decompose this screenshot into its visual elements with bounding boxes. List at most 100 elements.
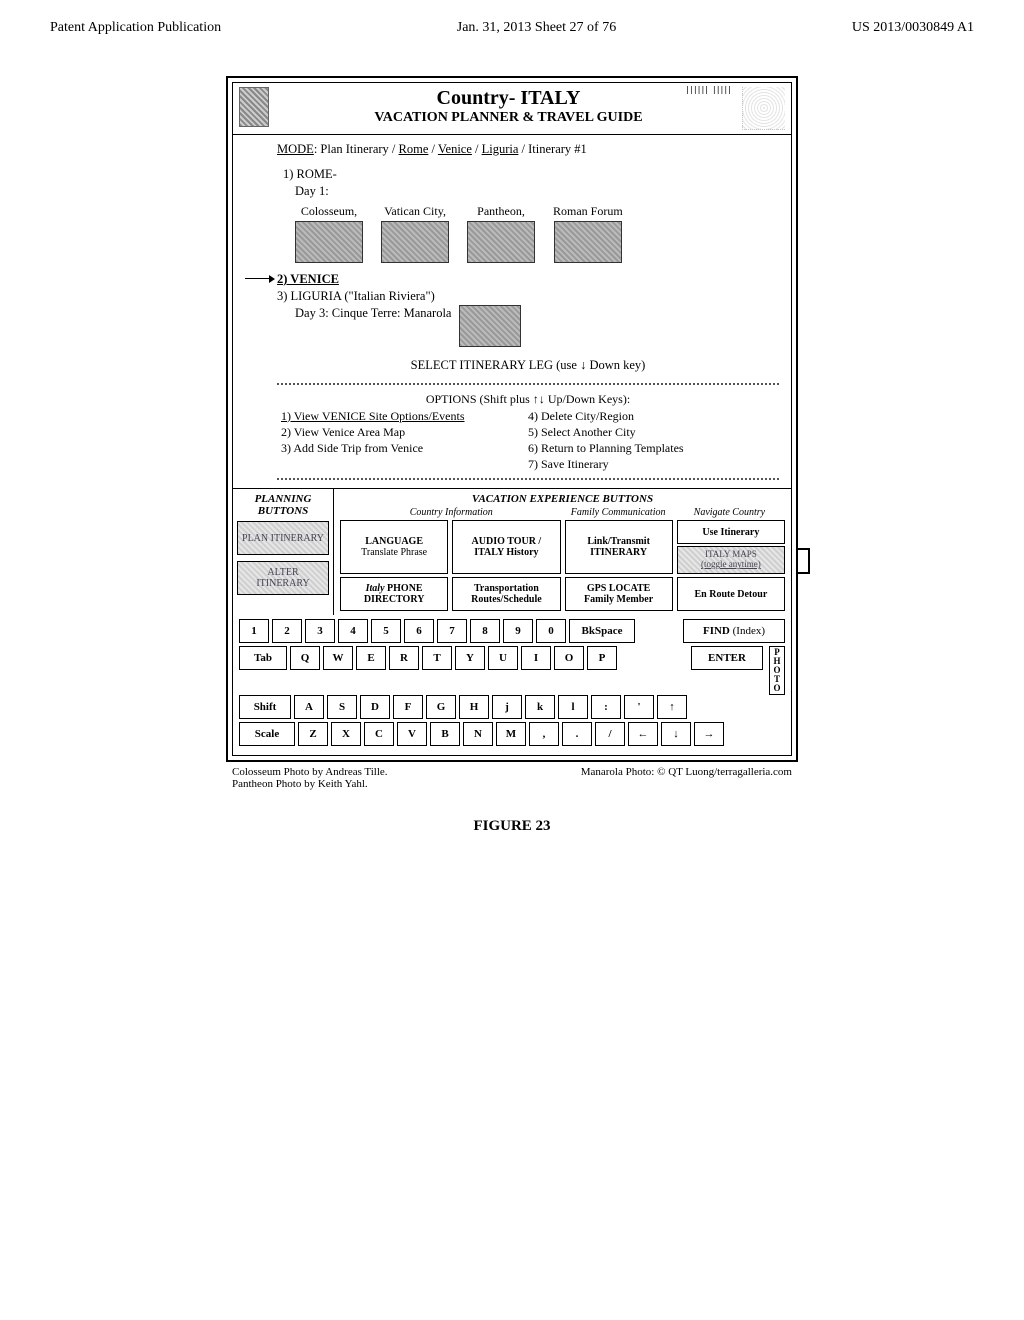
key-3[interactable]: 3: [305, 619, 335, 643]
key-y[interactable]: Y: [455, 646, 485, 670]
key-0[interactable]: 0: [536, 619, 566, 643]
key-backspace[interactable]: BkSpace: [569, 619, 635, 643]
subtitle: VACATION PLANNER & TRAVEL GUIDE: [275, 110, 742, 126]
key-slash[interactable]: /: [595, 722, 625, 746]
link-transmit-button[interactable]: Link/TransmitITINERARY: [565, 520, 673, 574]
option-2[interactable]: 2) View Venice Area Map: [281, 424, 528, 440]
content-area: MODE: Plan Itinerary / Rome / Venice / L…: [233, 135, 791, 488]
key-s[interactable]: S: [327, 695, 357, 719]
key-f[interactable]: F: [393, 695, 423, 719]
alter-itinerary-button[interactable]: ALTER ITINERARY: [237, 561, 329, 595]
key-1[interactable]: 1: [239, 619, 269, 643]
key-h[interactable]: H: [459, 695, 489, 719]
key-photo[interactable]: PHOTO: [769, 646, 785, 695]
barcode-icon: |||||| |||||: [685, 85, 731, 94]
title-bar: |||||| ||||| Country- ITALY VACATION PLA…: [233, 83, 791, 135]
liguria-section: 3) LIGURIA ("Italian Riviera") Day 3: Ci…: [277, 288, 779, 347]
key-shift[interactable]: Shift: [239, 695, 291, 719]
key-c[interactable]: C: [364, 722, 394, 746]
keyboard: 1 2 3 4 5 6 7 8 9 0 BkSpace FIND (Index)…: [233, 615, 791, 755]
thumb-colosseum[interactable]: Colosseum,: [295, 203, 363, 263]
key-r[interactable]: R: [389, 646, 419, 670]
thumb-vatican[interactable]: Vatican City,: [381, 203, 449, 263]
key-9[interactable]: 9: [503, 619, 533, 643]
key-l[interactable]: l: [558, 695, 588, 719]
key-a[interactable]: A: [294, 695, 324, 719]
key-j[interactable]: j: [492, 695, 522, 719]
page-tab-mark: [798, 548, 810, 574]
language-button[interactable]: LANGUAGETranslate Phrase: [340, 520, 448, 574]
key-p[interactable]: P: [587, 646, 617, 670]
key-u[interactable]: U: [488, 646, 518, 670]
key-z[interactable]: Z: [298, 722, 328, 746]
page-header: Patent Application Publication Jan. 31, …: [50, 20, 974, 36]
button-section: PLANNING BUTTONS PLAN ITINERARY ALTER IT…: [233, 488, 791, 615]
key-down[interactable]: ↓: [661, 722, 691, 746]
key-left[interactable]: ←: [628, 722, 658, 746]
key-x[interactable]: X: [331, 722, 361, 746]
key-k[interactable]: k: [525, 695, 555, 719]
key-period[interactable]: .: [562, 722, 592, 746]
audio-tour-button[interactable]: AUDIO TOUR /ITALY History: [452, 520, 560, 574]
italy-maps-button[interactable]: ITALY MAPS(toggle anytime): [677, 546, 785, 574]
option-7[interactable]: 7) Save Itinerary: [528, 456, 775, 472]
key-tab[interactable]: Tab: [239, 646, 287, 670]
option-1[interactable]: 1) View VENICE Site Options/Events: [281, 408, 528, 424]
key-enter[interactable]: ENTER: [691, 646, 763, 670]
device-frame: |||||| ||||| Country- ITALY VACATION PLA…: [226, 76, 798, 762]
key-g[interactable]: G: [426, 695, 456, 719]
planning-header: PLANNING BUTTONS: [237, 493, 329, 517]
options-block: OPTIONS (Shift plus ↑↓ Up/Down Keys): 1)…: [277, 383, 779, 480]
key-q[interactable]: Q: [290, 646, 320, 670]
option-3[interactable]: 3) Add Side Trip from Venice: [281, 440, 528, 456]
key-4[interactable]: 4: [338, 619, 368, 643]
header-right: US 2013/0030849 A1: [852, 20, 974, 36]
key-v[interactable]: V: [397, 722, 427, 746]
key-w[interactable]: W: [323, 646, 353, 670]
thumb-pantheon[interactable]: Pantheon,: [467, 203, 535, 263]
key-t[interactable]: T: [422, 646, 452, 670]
option-5[interactable]: 5) Select Another City: [528, 424, 775, 440]
key-o[interactable]: O: [554, 646, 584, 670]
flag-icon: [239, 87, 269, 127]
key-comma[interactable]: ,: [529, 722, 559, 746]
thumb-roman-forum[interactable]: Roman Forum: [553, 203, 623, 263]
key-i[interactable]: I: [521, 646, 551, 670]
key-8[interactable]: 8: [470, 619, 500, 643]
option-6[interactable]: 6) Return to Planning Templates: [528, 440, 775, 456]
header-center: Jan. 31, 2013 Sheet 27 of 76: [457, 20, 616, 36]
mode-line: MODE: Plan Itinerary / Rome / Venice / L…: [277, 141, 779, 158]
key-5[interactable]: 5: [371, 619, 401, 643]
header-left: Patent Application Publication: [50, 20, 221, 36]
vacation-header: VACATION EXPERIENCE BUTTONS: [340, 493, 785, 505]
phone-directory-button[interactable]: Italy PHONEDIRECTORY: [340, 577, 448, 611]
en-route-detour-button[interactable]: En Route Detour: [677, 577, 785, 611]
gps-locate-button[interactable]: GPS LOCATEFamily Member: [565, 577, 673, 611]
key-d[interactable]: D: [360, 695, 390, 719]
option-4[interactable]: 4) Delete City/Region: [528, 408, 775, 424]
key-find[interactable]: FIND (Index): [683, 619, 785, 643]
use-itinerary-button[interactable]: Use Itinerary: [677, 520, 785, 544]
key-apostrophe[interactable]: ': [624, 695, 654, 719]
figure-label: FIGURE 23: [50, 818, 974, 835]
key-n[interactable]: N: [463, 722, 493, 746]
select-instruction: SELECT ITINERARY LEG (use ↓ Down key): [277, 357, 779, 374]
plan-itinerary-button[interactable]: PLAN ITINERARY: [237, 521, 329, 555]
key-up[interactable]: ↑: [657, 695, 687, 719]
key-6[interactable]: 6: [404, 619, 434, 643]
key-e[interactable]: E: [356, 646, 386, 670]
rome-section: 1) ROME- Day 1: Colosseum, Vatican City,…: [277, 166, 779, 263]
key-scale[interactable]: Scale: [239, 722, 295, 746]
key-b[interactable]: B: [430, 722, 460, 746]
map-icon: [742, 87, 785, 130]
thumb-manarola[interactable]: [459, 305, 521, 347]
photo-credits: Colosseum Photo by Andreas Tille. Panthe…: [232, 766, 792, 790]
transportation-button[interactable]: TransportationRoutes/Schedule: [452, 577, 560, 611]
key-right[interactable]: →: [694, 722, 724, 746]
venice-section[interactable]: 2) VENICE: [277, 271, 779, 288]
key-2[interactable]: 2: [272, 619, 302, 643]
country-title: Country- ITALY: [275, 87, 742, 110]
key-7[interactable]: 7: [437, 619, 467, 643]
key-m[interactable]: M: [496, 722, 526, 746]
key-colon[interactable]: :: [591, 695, 621, 719]
